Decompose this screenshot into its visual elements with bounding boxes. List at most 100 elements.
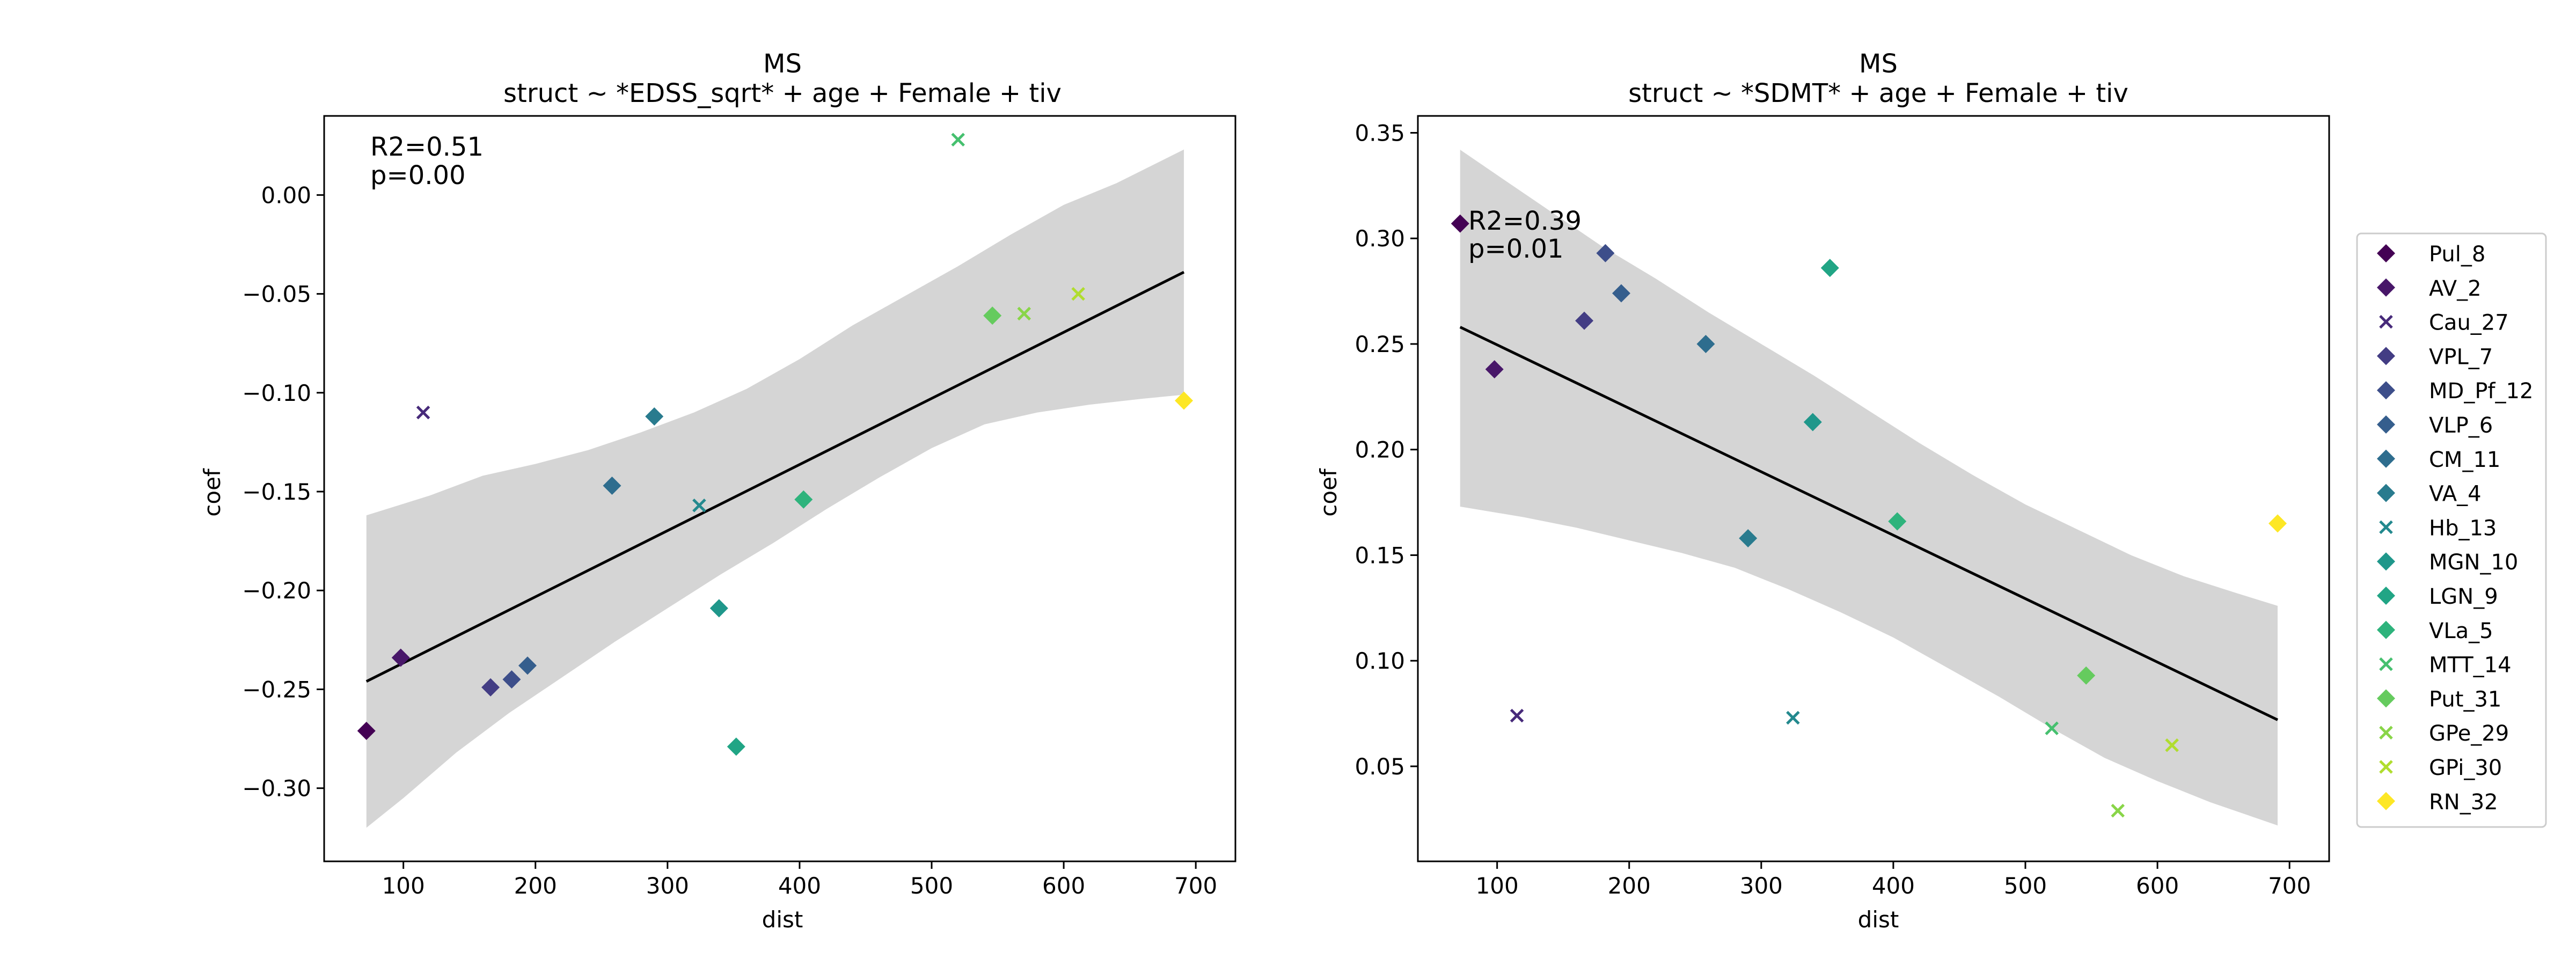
edss-axes-frame — [323, 115, 1236, 862]
edss-point-gpi-30 — [1071, 287, 1085, 301]
legend-box — [2356, 232, 2547, 828]
legend-entry-cm-11: CM_11 — [2377, 448, 2500, 472]
sdmt-x-tick-label: 400 — [1872, 873, 1915, 899]
legend-entry-pul-8-label: Pul_8 — [2429, 242, 2485, 267]
sdmt-y-axis-label: coef — [1315, 468, 1342, 517]
sdmt-point-pul-8 — [1451, 214, 1469, 233]
legend-entry-md-pf-12: MD_Pf_12 — [2377, 379, 2533, 404]
legend-entry-put-31-label: Put_31 — [2429, 687, 2501, 712]
edss-points-layer — [357, 133, 1194, 756]
legend-entry-gpe-29-marker — [2379, 726, 2393, 740]
sdmt-y-tick-label: 0.10 — [1355, 648, 1405, 674]
sdmt-point-av-2 — [1485, 360, 1504, 379]
sdmt-y-tick-label: 0.05 — [1355, 753, 1405, 780]
sdmt-point-cau-27 — [1510, 708, 1524, 723]
edss-title: MS — [763, 49, 802, 79]
edss-x-tick-label: 300 — [646, 873, 689, 899]
edss-point-vla-5 — [794, 490, 813, 509]
sdmt-point-gpi-30-stroke-b — [2165, 738, 2179, 752]
legend-entry-vpl-7-marker — [2377, 347, 2395, 365]
legend-entry-vla-5-marker — [2377, 620, 2395, 639]
legend-entry-va-4: VA_4 — [2377, 482, 2482, 507]
edss-p-annotation: p=0.00 — [370, 160, 466, 191]
edss-point-gpe-29-stroke-b — [1017, 306, 1031, 321]
sdmt-r2-annotation: R2=0.39 — [1468, 206, 1582, 236]
sdmt-confidence-band-layer — [1460, 149, 2278, 826]
sdmt-point-lgn-9 — [1820, 259, 1839, 277]
edss-point-put-31 — [983, 306, 1002, 325]
legend-entry-vpl-7-label: VPL_7 — [2429, 345, 2493, 369]
legend-entry-cau-27: Cau_27 — [2379, 311, 2509, 335]
legend-entry-av-2: AV_2 — [2377, 276, 2482, 301]
edss-point-gpe-29 — [1017, 306, 1031, 321]
legend-entry-gpe-29-label: GPe_29 — [2429, 721, 2509, 746]
sdmt-x-tick-label: 100 — [1476, 873, 1519, 899]
edss-x-tick-label: 100 — [382, 873, 425, 899]
legend-entry-rn-32-label: RN_32 — [2429, 790, 2498, 815]
edss-x-tick-label: 200 — [514, 873, 557, 899]
legend-entry-md-pf-12-marker — [2377, 381, 2395, 400]
legend-entry-lgn-9-label: LGN_9 — [2429, 584, 2498, 609]
sdmt-point-gpe-29-stroke-b — [2111, 803, 2125, 818]
edss-y-ticks: −0.30 −0.25 −0.20 −0.15 −0.10 −0.05 0.00 — [242, 182, 324, 802]
sdmt-points-layer — [1451, 214, 2287, 818]
legend-entry-vlp-6-label: VLP_6 — [2429, 413, 2493, 438]
edss-point-mgn-10 — [709, 599, 728, 618]
legend-entry-hb-13: Hb_13 — [2379, 516, 2497, 540]
edss-x-tick-label: 400 — [778, 873, 821, 899]
sdmt-point-hb-13 — [1786, 711, 1800, 725]
sdmt-x-ticks: 100 200 300 400 500 600 700 — [1476, 861, 2311, 899]
edss-confidence-band — [366, 149, 1184, 828]
legend-entry-mgn-10-label: MGN_10 — [2429, 550, 2518, 575]
edss-y-tick-label: −0.15 — [242, 479, 311, 505]
legend-entry-lgn-9-marker — [2377, 587, 2395, 605]
sdmt-point-gpe-29 — [2111, 803, 2125, 818]
legend-entry-hb-13-marker — [2379, 520, 2393, 535]
edss-y-tick-label: −0.30 — [242, 775, 311, 802]
sdmt-point-cm-11 — [1696, 334, 1715, 353]
legend-entry-vpl-7: VPL_7 — [2377, 345, 2493, 369]
edss-point-vpl-7 — [481, 678, 500, 697]
sdmt-point-hb-13-stroke-b — [1786, 711, 1800, 725]
sdmt-x-tick-label: 700 — [2268, 873, 2311, 899]
legend-entry-gpi-30-marker — [2379, 760, 2393, 774]
edss-subtitle: struct ~ *EDSS_sqrt* + age + Female + ti… — [503, 78, 1062, 108]
edss-regression-line — [365, 270, 1185, 683]
sdmt-point-vpl-7 — [1575, 311, 1594, 330]
edss-y-tick-label: −0.05 — [242, 281, 311, 308]
sdmt-regression-line — [1459, 326, 2279, 721]
edss-y-tick-label: −0.10 — [242, 380, 311, 406]
legend-entry-pul-8-marker — [2377, 244, 2395, 262]
sdmt-point-vlp-6 — [1612, 284, 1630, 303]
legend-entry-av-2-label: AV_2 — [2429, 276, 2482, 301]
sdmt-y-tick-label: 0.25 — [1355, 331, 1405, 357]
legend-entry-gpe-29-marker-stroke-b — [2379, 726, 2393, 740]
legend-entry-mtt-14-marker — [2379, 657, 2393, 671]
sdmt-p-annotation: p=0.01 — [1468, 234, 1564, 264]
legend-entry-put-31-marker — [2377, 689, 2395, 708]
legend-entry-rn-32: RN_32 — [2377, 790, 2498, 815]
sdmt-x-tick-label: 600 — [2136, 873, 2179, 899]
edss-point-mtt-14-stroke-b — [951, 133, 965, 147]
sdmt-point-mgn-10 — [1803, 413, 1822, 431]
legend-entry-gpi-30-marker-stroke-b — [2379, 760, 2393, 774]
edss-y-tick-label: −0.20 — [242, 577, 311, 604]
legend-entry-gpi-30: GPi_30 — [2379, 756, 2502, 780]
sdmt-y-tick-label: 0.35 — [1355, 120, 1405, 146]
edss-point-va-4 — [645, 407, 664, 426]
legend-entry-cau-27-label: Cau_27 — [2429, 311, 2509, 335]
legend-entry-gpi-30-label: GPi_30 — [2429, 756, 2502, 780]
legend-entry-cau-27-marker-stroke-b — [2379, 314, 2393, 329]
legend-entry-pul-8: Pul_8 — [2377, 242, 2485, 267]
edss-point-mtt-14 — [951, 133, 965, 147]
edss-point-md-pf-12 — [502, 670, 521, 689]
legend-entry-vla-5: VLa_5 — [2377, 619, 2493, 643]
legend-entry-mtt-14-marker-stroke-b — [2379, 657, 2393, 671]
legend-entry-va-4-marker — [2377, 484, 2395, 502]
sdmt-point-rn-32 — [2268, 514, 2287, 533]
sdmt-y-tick-label: 0.30 — [1355, 225, 1405, 252]
legend-entry-cm-11-label: CM_11 — [2429, 448, 2500, 472]
edss-point-cm-11 — [603, 476, 621, 495]
edss-x-tick-label: 600 — [1042, 873, 1085, 899]
